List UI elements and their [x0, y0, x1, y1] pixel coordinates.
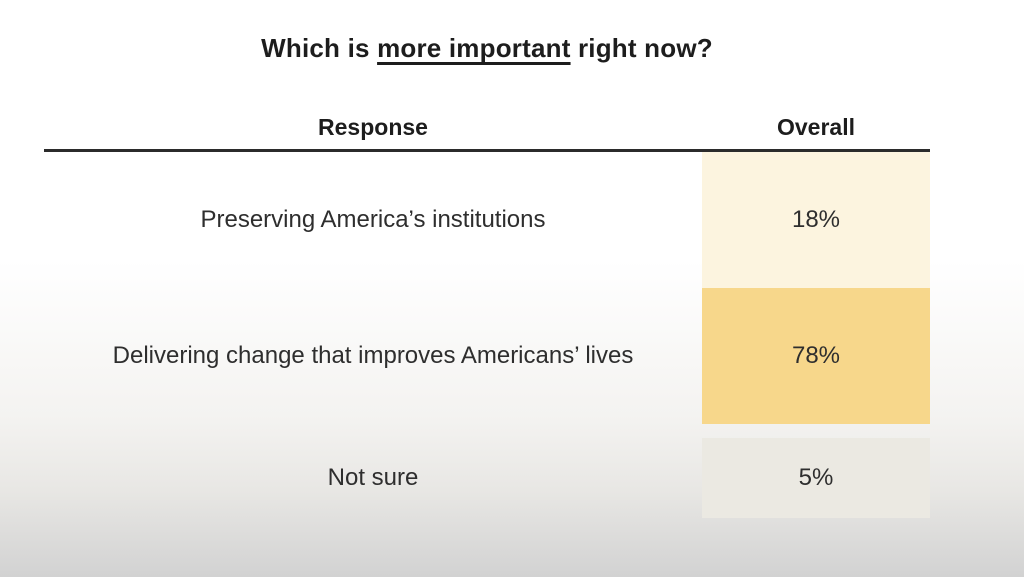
- row-value-cell: 18%: [702, 152, 930, 288]
- table-row: Preserving America’s institutions 18%: [44, 152, 930, 288]
- table-header-row: Response Overall: [44, 106, 930, 152]
- row-label: Preserving America’s institutions: [200, 206, 546, 233]
- title-underlined-phrase: more important: [377, 33, 571, 63]
- results-table: Response Overall Preserving America’s in…: [44, 106, 930, 518]
- table-row: Not sure 5%: [44, 438, 930, 518]
- row-value-cell: 5%: [702, 438, 930, 518]
- title-suffix: right now?: [570, 33, 713, 63]
- row-label: Not sure: [327, 464, 419, 491]
- column-header-overall: Overall: [777, 114, 855, 140]
- row-value-cell: 78%: [702, 288, 930, 424]
- page-title: Which is more important right now?: [44, 33, 930, 64]
- column-header-response: Response: [318, 114, 428, 140]
- row-separator-gap: [44, 424, 930, 438]
- table-row: Delivering change that improves American…: [44, 288, 930, 424]
- title-prefix: Which is: [261, 33, 378, 63]
- row-label: Delivering change that improves American…: [112, 342, 634, 369]
